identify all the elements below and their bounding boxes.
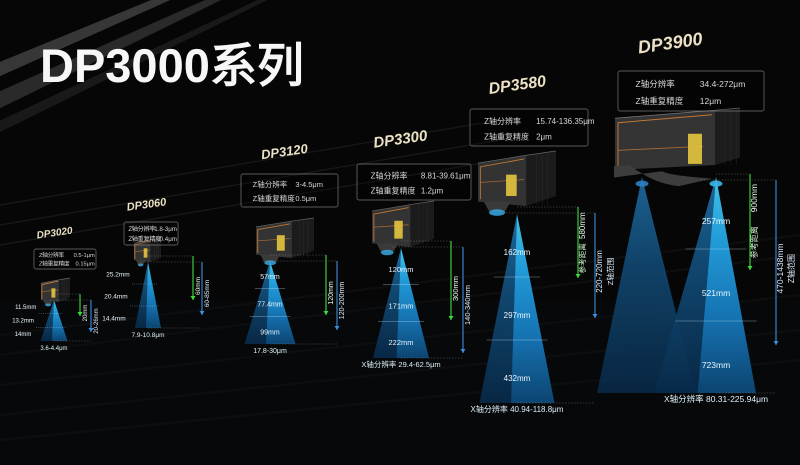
svg-text:Z轴分辨率: Z轴分辨率 xyxy=(484,116,521,126)
svg-text:7.9-10.8μm: 7.9-10.8μm xyxy=(131,332,164,339)
svg-text:参考距离: 参考距离 xyxy=(749,226,759,258)
svg-text:1.8-3μm: 1.8-3μm xyxy=(154,226,177,233)
svg-text:99mm: 99mm xyxy=(260,329,280,336)
svg-text:8.81-39.61μm: 8.81-39.61μm xyxy=(421,171,471,180)
svg-text:300mm: 300mm xyxy=(451,276,460,301)
svg-text:57mm: 57mm xyxy=(260,274,280,281)
svg-text:470-1438mm: 470-1438mm xyxy=(775,243,785,293)
svg-text:580mm: 580mm xyxy=(578,212,587,239)
svg-text:20.4mm: 20.4mm xyxy=(104,293,127,300)
svg-text:432mm: 432mm xyxy=(504,374,531,383)
svg-text:Z轴范围: Z轴范围 xyxy=(786,254,796,283)
svg-text:X轴分辨率 80.31-225.94μm: X轴分辨率 80.31-225.94μm xyxy=(664,394,768,404)
svg-text:Z轴重复精度: Z轴重复精度 xyxy=(39,259,70,267)
svg-text:3-4.5μm: 3-4.5μm xyxy=(295,180,323,189)
svg-text:140-340mm: 140-340mm xyxy=(463,285,472,325)
svg-text:0.15μm: 0.15μm xyxy=(76,261,95,267)
svg-text:Z轴重复精度: Z轴重复精度 xyxy=(253,193,296,203)
svg-text:162mm: 162mm xyxy=(504,248,531,257)
svg-text:120mm: 120mm xyxy=(328,281,335,305)
svg-text:Z轴分辨率: Z轴分辨率 xyxy=(371,170,408,180)
svg-text:X轴分辨率 40.94-118.8μm: X轴分辨率 40.94-118.8μm xyxy=(471,404,564,414)
svg-text:Z轴重复精度: Z轴重复精度 xyxy=(484,131,529,141)
svg-text:参考距离: 参考距离 xyxy=(577,243,587,274)
svg-text:Z轴重复精度: Z轴重复精度 xyxy=(371,186,416,196)
svg-text:20-26mm: 20-26mm xyxy=(94,308,100,333)
svg-text:14mm: 14mm xyxy=(15,332,32,338)
svg-text:34.4-272μm: 34.4-272μm xyxy=(700,79,746,89)
svg-text:1.2μm: 1.2μm xyxy=(421,187,444,196)
svg-text:60mm: 60mm xyxy=(195,277,202,295)
svg-text:257mm: 257mm xyxy=(702,216,730,226)
svg-text:0.5μm: 0.5μm xyxy=(295,194,316,203)
svg-text:20mm: 20mm xyxy=(83,305,89,322)
svg-text:3.6-4.4μm: 3.6-4.4μm xyxy=(40,346,67,352)
svg-text:Z轴分辨率: Z轴分辨率 xyxy=(128,225,155,233)
svg-text:521mm: 521mm xyxy=(702,288,730,298)
svg-text:77.4mm: 77.4mm xyxy=(257,302,282,309)
svg-text:11.5mm: 11.5mm xyxy=(15,305,36,311)
svg-text:0.4μm: 0.4μm xyxy=(160,236,177,243)
svg-text:Z轴分辨率: Z轴分辨率 xyxy=(636,79,676,89)
svg-text:120mm: 120mm xyxy=(388,265,413,274)
svg-text:15.74-136.35μm: 15.74-136.35μm xyxy=(536,117,595,126)
svg-text:222mm: 222mm xyxy=(388,338,413,347)
svg-text:60-85mm: 60-85mm xyxy=(204,280,211,307)
svg-text:723mm: 723mm xyxy=(702,360,730,370)
svg-text:13.2mm: 13.2mm xyxy=(12,319,34,325)
svg-text:25.2mm: 25.2mm xyxy=(106,271,129,278)
svg-text:Z轴重复精度: Z轴重复精度 xyxy=(128,235,161,243)
svg-text:X轴分辨率 29.4-62.5μm: X轴分辨率 29.4-62.5μm xyxy=(361,359,440,369)
svg-text:Z轴重复精度: Z轴重复精度 xyxy=(636,96,684,106)
svg-text:14.4mm: 14.4mm xyxy=(102,315,125,322)
svg-text:297mm: 297mm xyxy=(504,311,531,320)
svg-text:900mm: 900mm xyxy=(749,184,759,212)
svg-text:Z轴范围: Z轴范围 xyxy=(605,258,615,285)
svg-text:17.8-30μm: 17.8-30μm xyxy=(253,348,287,355)
svg-text:DP3000系列: DP3000系列 xyxy=(40,39,304,92)
svg-text:220-720mm: 220-720mm xyxy=(595,250,604,293)
svg-text:Z轴分辨率: Z轴分辨率 xyxy=(253,179,288,189)
svg-text:120-200mm: 120-200mm xyxy=(339,282,346,320)
svg-text:2μm: 2μm xyxy=(536,132,552,141)
svg-text:Z轴分辨率: Z轴分辨率 xyxy=(39,251,64,259)
svg-text:0.5-1μm: 0.5-1μm xyxy=(74,253,95,259)
svg-text:171mm: 171mm xyxy=(388,302,413,311)
svg-text:12μm: 12μm xyxy=(700,96,721,106)
